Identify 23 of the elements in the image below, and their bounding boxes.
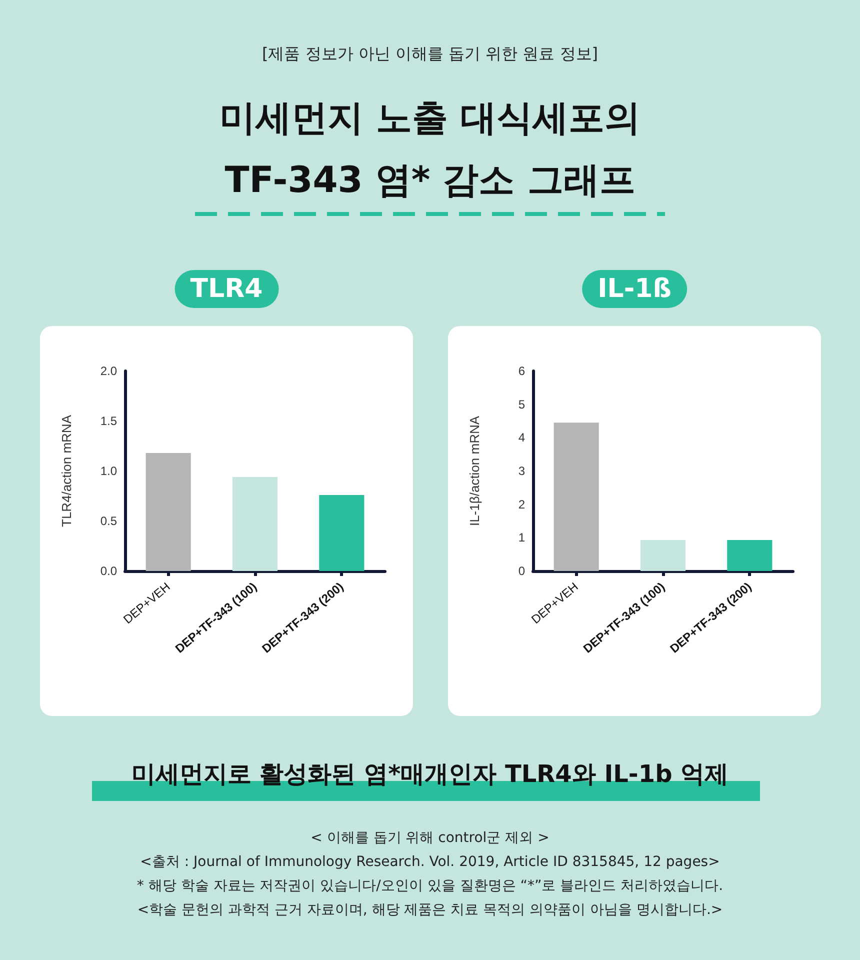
y-tick-label: 0.5 xyxy=(100,514,118,528)
text: <학술 문헌의 과학적 근거 자료이며, 해당 제품은 치료 목적의 의약품이 아님을 명시합니다.> xyxy=(136,901,724,920)
y-tick-label: 2.0 xyxy=(100,364,118,378)
y-tick-label: 0 xyxy=(518,564,526,578)
y-tick-label: 3 xyxy=(518,464,526,478)
y-axis-title: TLR4/action mRNA xyxy=(59,414,74,527)
y-tick-label: 4 xyxy=(518,430,526,445)
y-tick-label: 1.0 xyxy=(100,464,118,478)
y-axis-title: IL-1β/action mRNA xyxy=(467,416,482,526)
y-tick-label: 1 xyxy=(518,530,526,545)
text: 미세먼지로 활성화된 염*매개인자 TLR4와 IL-1b 억제 xyxy=(130,759,730,790)
text: <출처 : Journal of Immunology Research. Vol. 2019, Article ID 8315845, 12 pages> xyxy=(139,853,721,872)
y-tick-label: 6 xyxy=(518,364,526,378)
text: * 해당 학술 자료는 저작권이 있습니다/오인이 있을 질환명은 “*”로 블라인드 처리하였습니다. xyxy=(136,877,724,896)
y-tick-label: 2 xyxy=(518,497,526,512)
text: < 이해를 돕기 위해 control군 제외 > xyxy=(310,829,550,848)
chart-title: TLR4 xyxy=(174,270,279,308)
y-tick-label: 1.5 xyxy=(100,414,118,428)
text: [제품 정보가 아닌 이해를 돕기 위한 원료 정보] xyxy=(260,44,600,65)
chart-title: IL-1ß xyxy=(582,270,688,308)
text: 미세먼지 노출 대식세포의 TF-343 염* 감소 그래프 xyxy=(218,97,642,203)
y-tick-label: 5 xyxy=(518,397,526,412)
y-tick-label: 0.0 xyxy=(100,564,118,578)
